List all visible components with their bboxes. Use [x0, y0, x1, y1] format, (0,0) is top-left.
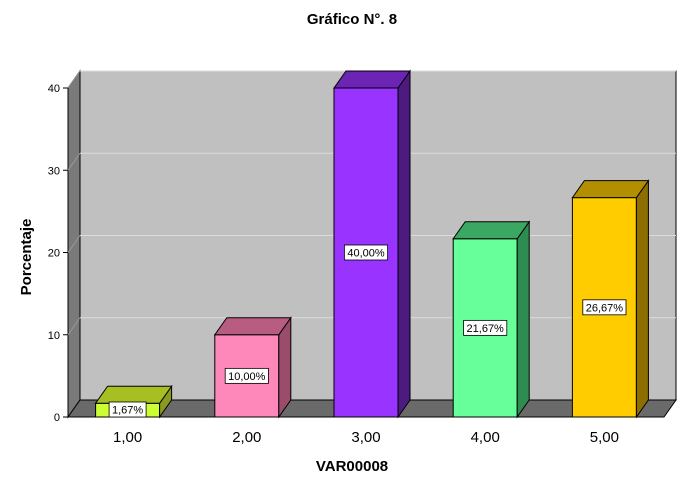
data-label-box — [108, 401, 147, 418]
bar-top — [94, 385, 173, 404]
data-label: 21,67% — [467, 323, 505, 335]
y-tick-label: 40 — [48, 83, 60, 95]
bar-top — [571, 180, 650, 199]
data-label-box — [582, 299, 627, 316]
data-label-box — [224, 367, 269, 384]
bar: 1,67% — [94, 384, 173, 419]
data-label: 1,67% — [112, 405, 143, 417]
data-label-box — [343, 244, 388, 261]
y-axis-label: Porcentaje — [18, 219, 35, 296]
data-label: 26,67% — [586, 302, 624, 314]
bars: 1,67% 10,00% 40,00% 21,67% 26,67% — [94, 69, 650, 419]
bar-side — [516, 220, 530, 419]
x-tick-label: 2,00 — [232, 429, 261, 446]
gridline-side — [67, 152, 81, 171]
data-label: 40,00% — [347, 248, 385, 260]
x-tick-label: 4,00 — [471, 429, 500, 446]
bar: 40,00% — [333, 69, 411, 419]
x-tick-label: 5,00 — [590, 429, 619, 446]
chart-title: Gráfico N°. 8 — [307, 11, 397, 28]
bar: 26,67% — [571, 179, 650, 419]
bar-top — [333, 70, 411, 89]
bar-top — [452, 221, 531, 240]
bar-side — [635, 179, 649, 419]
y-tick-label: 30 — [48, 165, 60, 177]
gridline-side — [67, 235, 81, 253]
y-tick-label: 10 — [48, 330, 60, 342]
x-tick-label: 1,00 — [113, 429, 142, 446]
y-axis-ticks: 0 10 20 30 40 — [48, 83, 68, 424]
bar-side — [397, 69, 411, 419]
x-tick-label: 3,00 — [351, 429, 380, 446]
bar-top — [213, 317, 292, 336]
bar: 21,67% — [452, 220, 531, 419]
gridline-side — [67, 70, 81, 89]
x-axis-ticks: 1,00 2,00 3,00 4,00 5,00 — [113, 429, 619, 446]
x-axis-label: VAR00008 — [316, 458, 388, 475]
data-label: 10,00% — [228, 371, 266, 383]
gridline-side — [67, 317, 81, 336]
y-tick-label: 20 — [48, 248, 60, 260]
bar: 10,00% — [213, 316, 292, 419]
data-label-box — [463, 319, 508, 336]
y-tick-label: 0 — [54, 412, 60, 424]
